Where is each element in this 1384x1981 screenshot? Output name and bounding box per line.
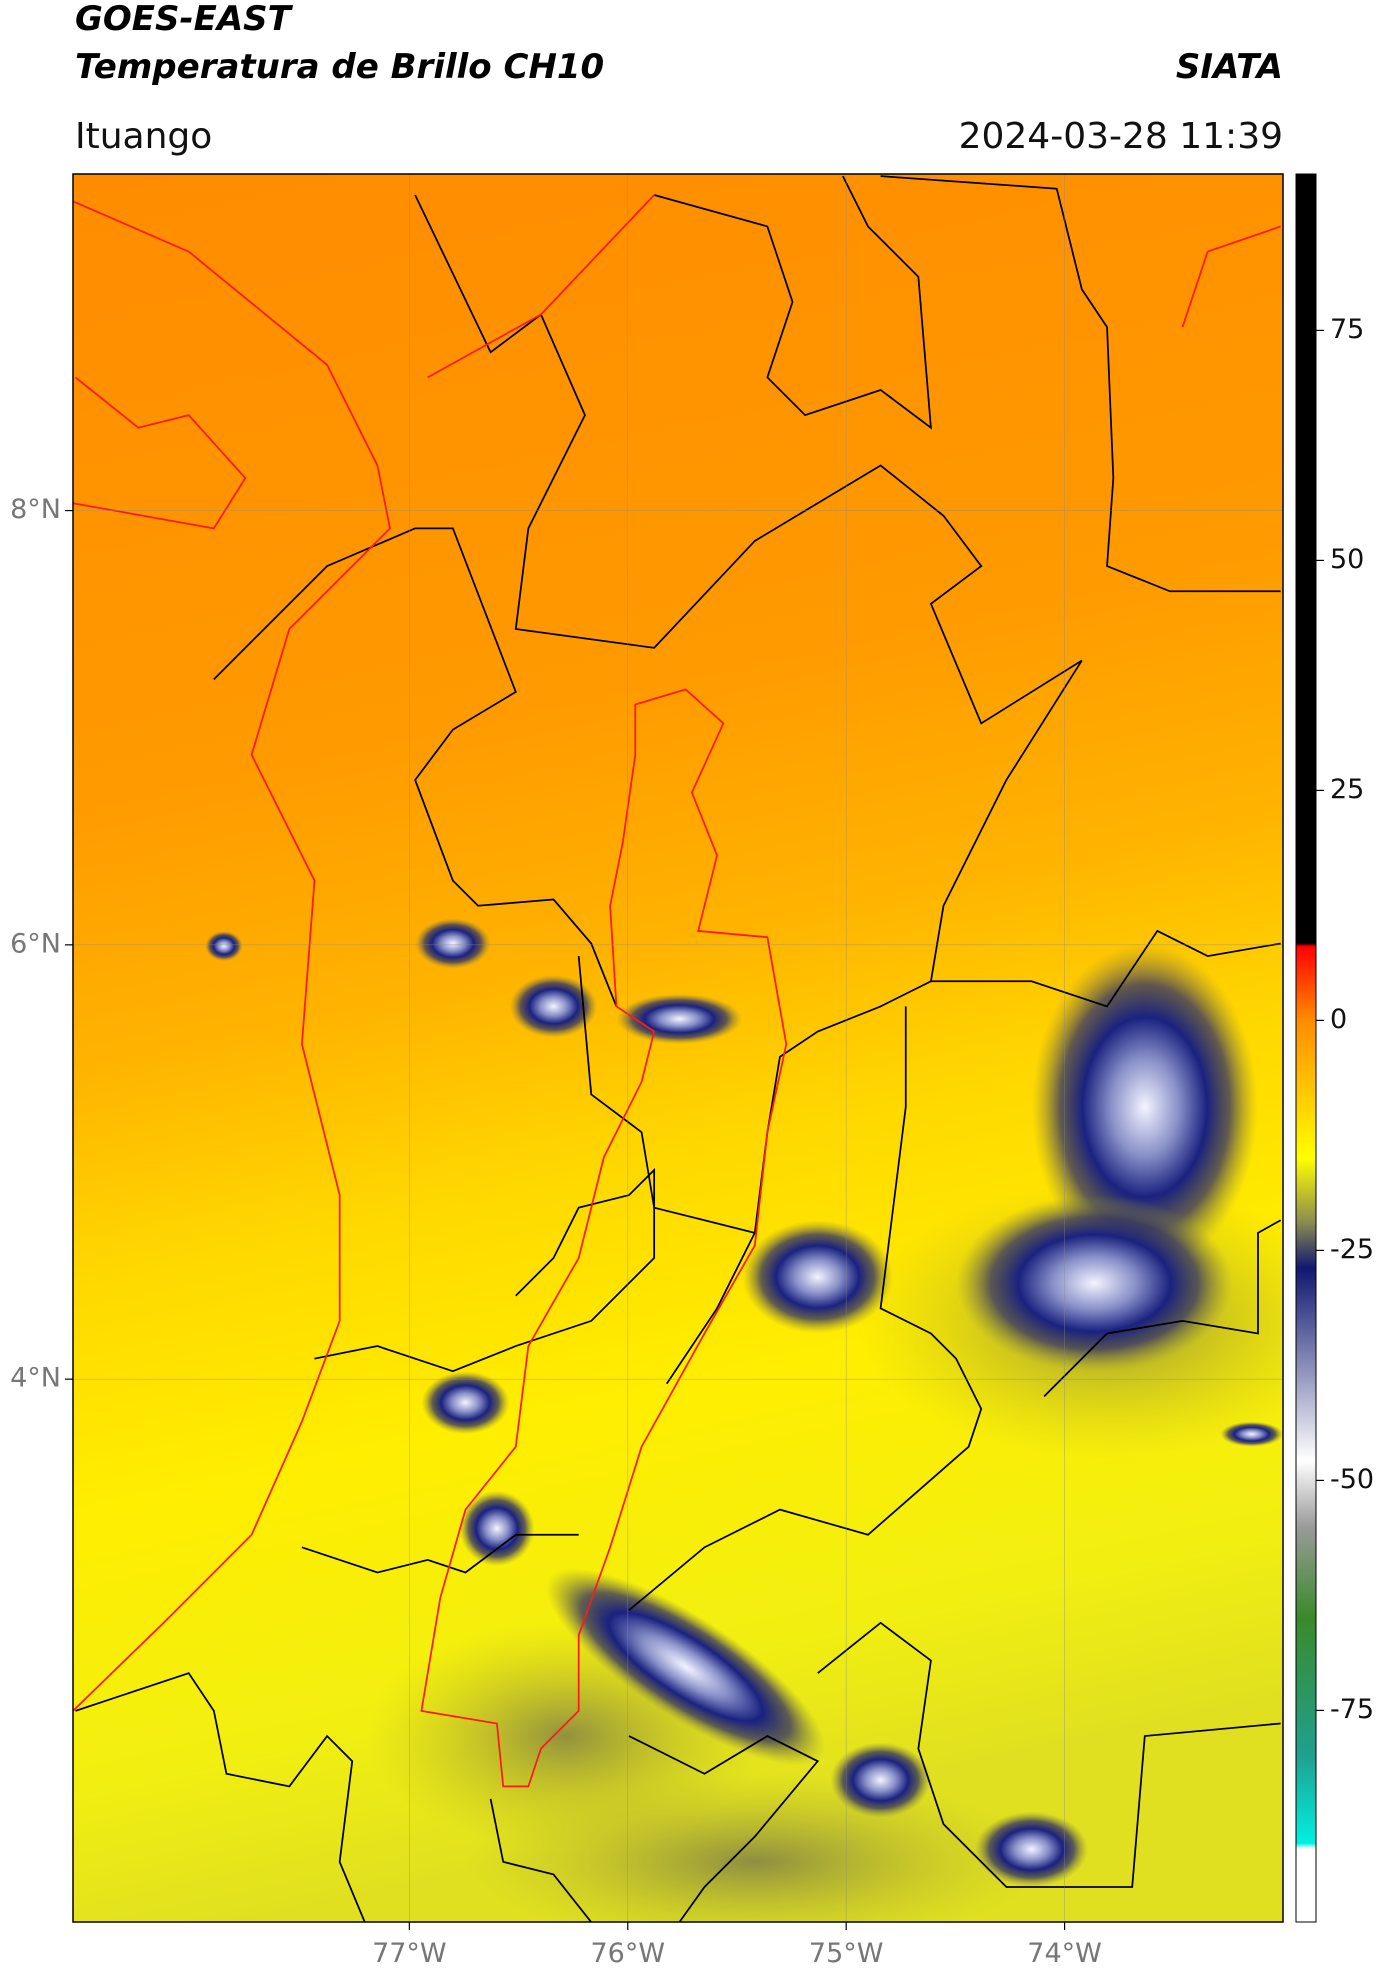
colorbar-label: -50 (1330, 1464, 1374, 1495)
colorbar-label: 0 (1330, 1004, 1347, 1035)
colorbar-label: 75 (1330, 314, 1364, 345)
map-frame (72, 173, 1284, 1923)
colorbar (1295, 173, 1317, 1923)
colorbar-label: -75 (1330, 1694, 1374, 1725)
graticule (65, 174, 1283, 1930)
lat-label: 8°N (10, 494, 61, 525)
lat-label: 4°N (10, 1363, 61, 1394)
datetime: 2024-03-28 11:39 (959, 116, 1283, 157)
colorbar-label: -25 (1330, 1234, 1374, 1265)
colorbar-label: 50 (1330, 544, 1364, 575)
map-image (73, 174, 1283, 1922)
colorbar-label: 25 (1330, 774, 1364, 805)
lon-label: 77°W (372, 1938, 447, 1969)
source: SIATA (1176, 47, 1283, 87)
lat-label: 6°N (10, 928, 61, 959)
lon-label: 75°W (809, 1938, 884, 1969)
lon-label: 76°W (590, 1938, 665, 1969)
title: GOES-EAST (75, 0, 294, 39)
location: Ituango (75, 116, 212, 157)
lon-label: 74°W (1027, 1938, 1102, 1969)
subtitle: Temperatura de Brillo CH10 (75, 47, 604, 87)
